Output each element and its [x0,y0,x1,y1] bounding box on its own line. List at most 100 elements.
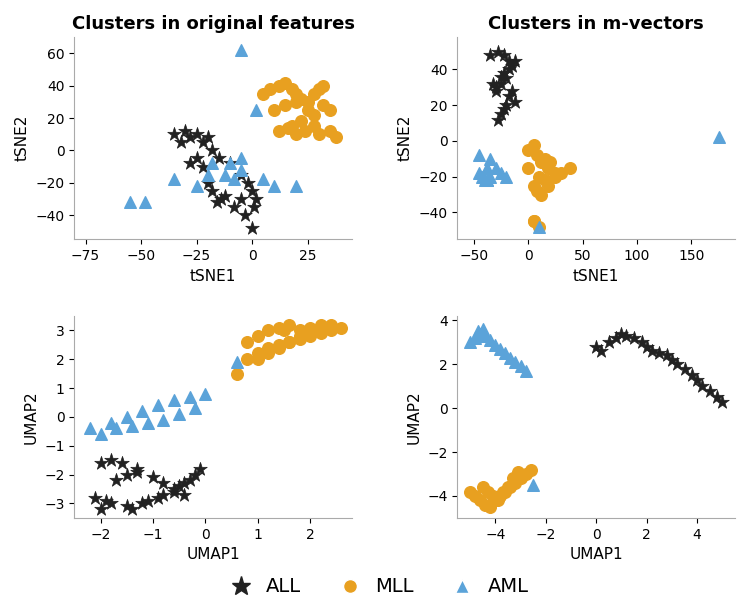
Point [273,343,285,352]
Point [524,465,536,475]
Point [492,495,504,505]
Point [262,325,274,335]
Point [202,178,214,188]
X-axis label: tSNE1: tSNE1 [190,268,236,284]
Point [489,495,501,505]
Point [140,197,152,207]
Point [286,84,298,94]
Point [325,325,337,335]
Point [202,169,214,179]
Point [264,84,276,94]
Point [184,392,196,402]
Point [494,344,506,354]
Point [235,194,247,204]
Point [536,158,548,168]
Point [335,322,347,332]
Point [490,82,502,92]
Point [152,400,164,410]
Point [304,331,316,341]
Point [293,325,305,335]
Point [251,105,262,115]
Point [522,163,534,173]
Point [495,168,507,178]
Point [324,126,336,136]
Point [179,126,191,136]
Point [509,478,521,488]
Point [197,161,209,171]
Point [257,89,269,99]
Point [279,100,291,110]
Point [173,409,185,419]
Point [100,495,112,505]
Point [464,487,476,497]
Point [314,320,326,330]
Point [89,493,101,503]
Point [500,172,512,182]
Point [197,138,209,147]
Point [239,210,251,220]
Point [105,456,117,465]
Point [696,381,708,391]
Point [590,342,602,352]
Point [507,473,519,483]
Point [666,355,678,365]
Point [479,500,491,510]
Point [550,168,562,178]
Point [536,190,548,200]
Point [538,154,550,164]
Point [686,370,698,380]
Point [531,186,543,196]
Point [224,158,236,168]
Point [202,133,214,142]
Point [528,181,540,190]
Point [286,121,298,131]
Point [220,169,232,179]
Point [636,338,648,348]
Point [121,470,133,480]
Point [716,397,728,406]
Point [509,56,521,66]
Point [168,484,180,494]
Point [152,493,164,503]
Y-axis label: tSNE2: tSNE2 [398,115,413,161]
Title: Clusters in original features: Clusters in original features [72,15,355,33]
Point [235,165,247,175]
Point [121,502,133,511]
Point [479,331,491,341]
Point [126,421,138,430]
Point [550,172,562,182]
Point [147,473,159,483]
Point [502,482,514,492]
Point [200,389,211,398]
Point [252,331,264,341]
Point [506,61,518,71]
Point [313,130,325,139]
Point [500,74,512,84]
Point [158,478,170,488]
Point [484,172,496,182]
Point [478,176,490,185]
Point [477,324,489,334]
Point [520,469,532,479]
Point [168,130,180,139]
Title: Clusters in m-vectors: Clusters in m-vectors [488,15,704,33]
X-axis label: tSNE1: tSNE1 [573,268,620,284]
Point [317,100,329,110]
Point [512,467,524,476]
Point [278,325,290,335]
Point [653,348,665,358]
Point [509,357,521,367]
Point [168,174,180,184]
Point [640,342,652,352]
Point [273,340,285,350]
Point [490,163,502,173]
Point [528,139,540,149]
Point [293,331,305,341]
Point [671,359,683,369]
Point [121,412,133,422]
Point [469,491,481,501]
Point [290,130,302,139]
Point [228,202,240,212]
Point [596,346,608,356]
Point [487,491,499,501]
